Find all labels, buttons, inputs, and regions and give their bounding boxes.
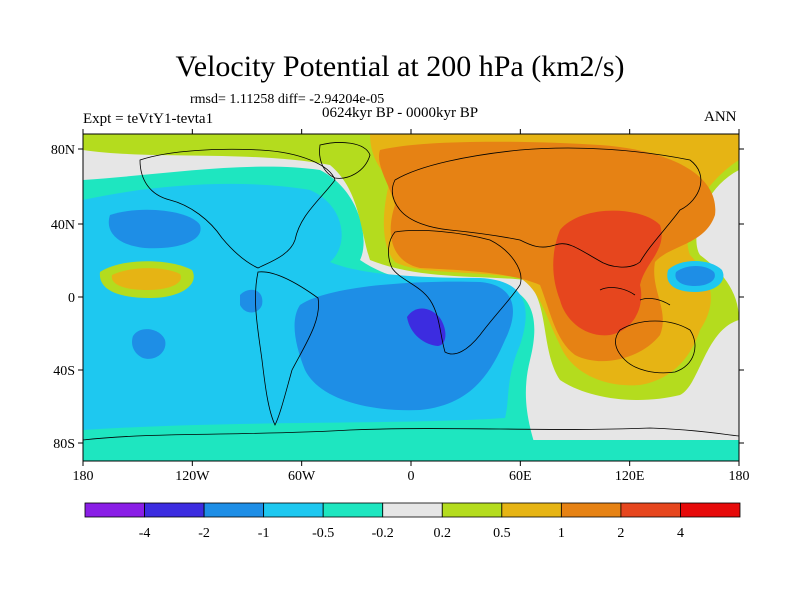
contour-neg-1-america (240, 289, 263, 313)
colorbar-label: -0.5 (312, 526, 334, 541)
contour-neg-2 (407, 308, 446, 346)
colorbar-swatch (620, 502, 681, 518)
y-tick-label: 80N (51, 143, 75, 158)
x-tick-label: 0 (408, 469, 415, 484)
coastline-north-america (139, 148, 336, 269)
colorbar-swatch (84, 502, 145, 518)
contour-neg-1-south (294, 281, 513, 411)
coastline-maritime (599, 287, 671, 306)
stats-line: rmsd= 1.11258 diff= -2.94204e-05 (190, 92, 385, 107)
coastline-south-america (255, 271, 319, 426)
coastlines (83, 142, 739, 441)
colorbar-swatch (203, 502, 265, 518)
colorbar: -4 -2 -1 -0.5 -0.2 0.2 0.5 1 2 4 (84, 502, 741, 541)
x-tick-label: 180 (729, 469, 750, 484)
y-tick-label: 40S (53, 364, 75, 379)
coastline-europe-asia (391, 147, 702, 268)
map-title: Velocity Potential at 200 hPa (km2/s) (175, 50, 625, 83)
contour-pos-2 (553, 210, 662, 336)
colorbar-swatch (680, 502, 741, 518)
x-tick-label: 180 (73, 469, 94, 484)
colorbar-swatch (322, 502, 384, 518)
contour-neg-antarctic (83, 440, 739, 461)
colorbar-swatch (263, 502, 324, 518)
coastline-antarctica (83, 427, 739, 441)
y-tick-label: 80S (53, 437, 75, 452)
contour-neg-1-west (108, 209, 201, 249)
colorbar-swatch (501, 502, 562, 518)
season-label: ANN (704, 109, 737, 125)
colorbar-label: 0.5 (493, 526, 511, 541)
coastline-greenland (319, 142, 371, 179)
colorbar-label: -4 (139, 526, 151, 541)
contour-field (83, 134, 739, 461)
x-tick-label: 60E (509, 469, 532, 484)
colorbar-label: 0.2 (434, 526, 452, 541)
contour-pos-eastpac-inner (111, 268, 181, 290)
colorbar-label: -2 (198, 526, 210, 541)
x-tick-label: 120W (175, 469, 210, 484)
colorbar-label: -1 (258, 526, 270, 541)
colorbar-swatch (560, 502, 622, 518)
colorbar-swatch (441, 502, 503, 518)
coastline-australia (615, 320, 696, 374)
colorbar-swatch (144, 502, 205, 518)
period-label: 0624kyr BP - 0000kyr BP (322, 105, 479, 121)
x-tick-label: 60W (288, 469, 316, 484)
colorbar-label: 1 (558, 526, 565, 541)
axis-ticks: 180 120W 60W 0 60E 120E 180 80N 40N 0 40S 80S (51, 129, 750, 484)
contour-neg-1-pacific (132, 329, 166, 359)
experiment-label: Expt = teVtY1-tevta1 (83, 111, 214, 127)
colorbar-label: 2 (617, 526, 624, 541)
y-tick-label: 0 (68, 291, 75, 306)
colorbar-label: -0.2 (372, 526, 394, 541)
colorbar-swatch (382, 502, 443, 518)
y-tick-label: 40N (51, 218, 75, 233)
colorbar-label: 4 (677, 526, 684, 541)
x-tick-label: 120E (615, 469, 645, 484)
coastline-africa (388, 230, 522, 355)
contour-neg-westpac-inner (675, 266, 715, 286)
